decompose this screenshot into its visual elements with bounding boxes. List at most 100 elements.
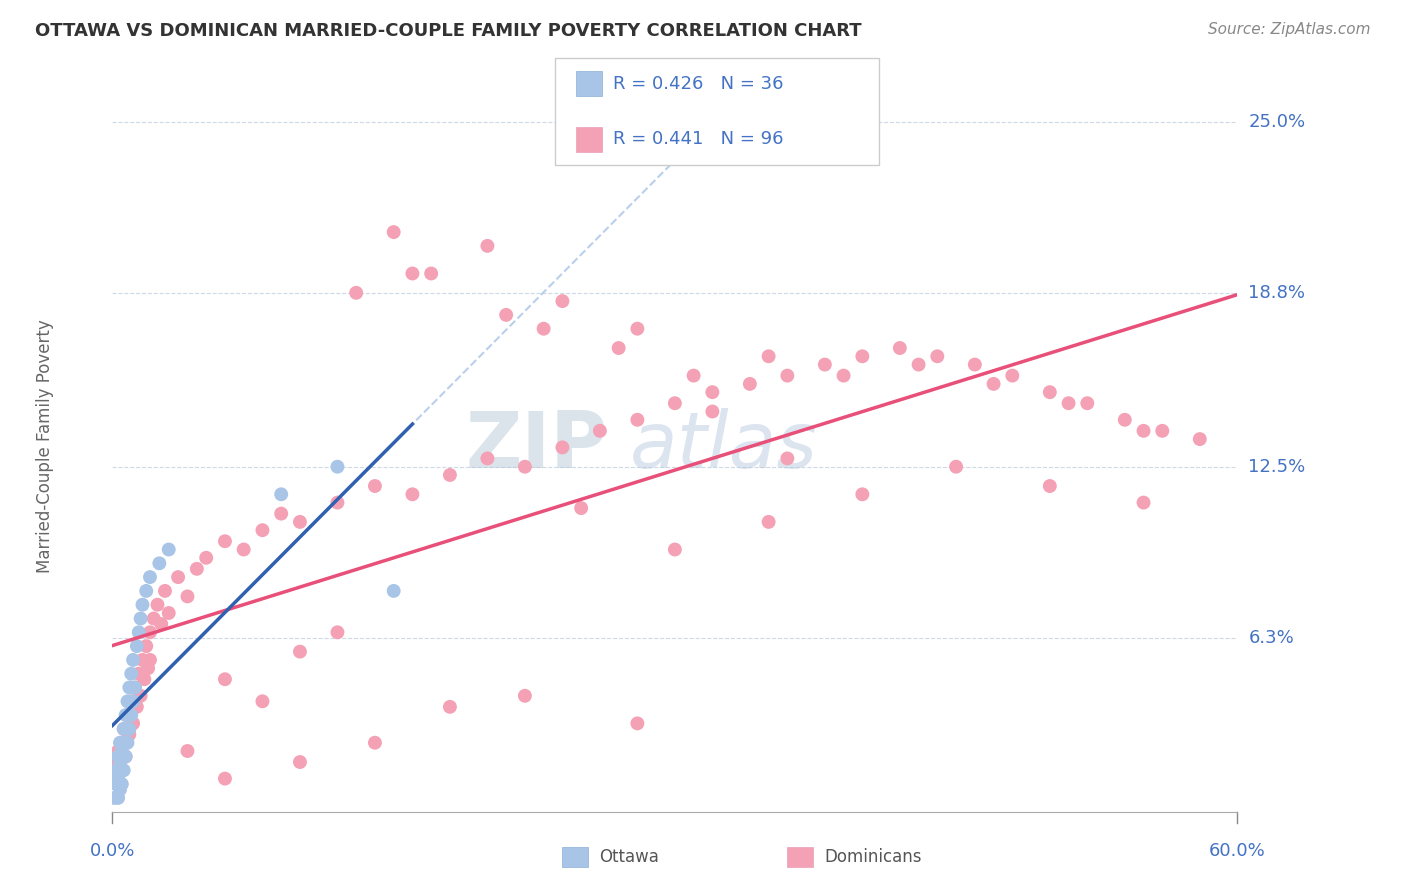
- Point: [139, 653, 162, 667]
- Point: [120, 708, 142, 723]
- Point: [477, 451, 499, 466]
- Point: [107, 791, 129, 805]
- Point: [569, 501, 592, 516]
- Point: [851, 349, 873, 363]
- Point: [983, 376, 1005, 391]
- Point: [195, 550, 218, 565]
- Point: [326, 495, 349, 509]
- Point: [108, 755, 131, 769]
- Point: [1132, 495, 1154, 509]
- Text: ZIP: ZIP: [465, 408, 607, 484]
- Point: [111, 744, 134, 758]
- Point: [129, 689, 152, 703]
- Point: [108, 736, 131, 750]
- Point: [117, 708, 139, 723]
- Point: [112, 722, 135, 736]
- Point: [150, 617, 173, 632]
- Point: [112, 764, 135, 778]
- Point: [125, 699, 148, 714]
- Point: [702, 385, 724, 400]
- Point: [148, 557, 170, 571]
- Point: [907, 358, 929, 372]
- Point: [364, 479, 387, 493]
- Point: [758, 515, 780, 529]
- Point: [927, 349, 949, 363]
- Point: [626, 716, 648, 731]
- Point: [664, 542, 686, 557]
- Point: [136, 661, 159, 675]
- Point: [107, 772, 129, 786]
- Point: [832, 368, 855, 383]
- Point: [1152, 424, 1174, 438]
- Point: [702, 404, 724, 418]
- Point: [1057, 396, 1080, 410]
- Point: [139, 625, 162, 640]
- Point: [129, 611, 152, 625]
- Text: Ottawa: Ottawa: [599, 848, 659, 866]
- Point: [477, 239, 499, 253]
- Point: [1132, 424, 1154, 438]
- Point: [551, 294, 574, 309]
- Point: [1039, 385, 1062, 400]
- Point: [125, 639, 148, 653]
- Point: [118, 681, 141, 695]
- Point: [157, 542, 180, 557]
- Text: 18.8%: 18.8%: [1249, 284, 1305, 301]
- Point: [963, 358, 986, 372]
- Point: [118, 722, 141, 736]
- Point: [1001, 368, 1024, 383]
- Text: Dominicans: Dominicans: [824, 848, 921, 866]
- Point: [1076, 396, 1098, 410]
- Point: [114, 708, 136, 723]
- Point: [682, 368, 704, 383]
- Point: [382, 225, 405, 239]
- Text: 6.3%: 6.3%: [1249, 629, 1294, 647]
- Point: [589, 424, 612, 438]
- Text: 0.0%: 0.0%: [90, 842, 135, 860]
- Point: [124, 681, 146, 695]
- Point: [326, 625, 349, 640]
- Point: [111, 777, 134, 791]
- Text: Married-Couple Family Poverty: Married-Couple Family Poverty: [37, 319, 53, 573]
- Point: [157, 606, 180, 620]
- Point: [626, 413, 648, 427]
- Point: [176, 590, 198, 604]
- Text: atlas: atlas: [630, 408, 818, 484]
- Point: [146, 598, 169, 612]
- Point: [120, 694, 142, 708]
- Point: [364, 736, 387, 750]
- Point: [945, 459, 967, 474]
- Point: [326, 459, 349, 474]
- Point: [252, 523, 274, 537]
- Point: [112, 722, 135, 736]
- Point: [167, 570, 190, 584]
- Point: [139, 570, 162, 584]
- Point: [122, 694, 145, 708]
- Point: [214, 772, 236, 786]
- Point: [1188, 432, 1211, 446]
- Text: R = 0.441   N = 96: R = 0.441 N = 96: [613, 130, 783, 148]
- Point: [135, 639, 157, 653]
- Point: [128, 666, 150, 681]
- Point: [112, 736, 135, 750]
- Point: [103, 791, 125, 805]
- Point: [851, 487, 873, 501]
- Point: [738, 376, 761, 391]
- Point: [776, 368, 799, 383]
- Point: [758, 349, 780, 363]
- Point: [108, 782, 131, 797]
- Point: [776, 451, 799, 466]
- Point: [176, 744, 198, 758]
- Point: [401, 487, 423, 501]
- Point: [108, 764, 131, 778]
- Point: [105, 764, 128, 778]
- Point: [118, 727, 141, 741]
- Point: [513, 459, 536, 474]
- Point: [288, 515, 311, 529]
- Text: 12.5%: 12.5%: [1249, 458, 1306, 475]
- Point: [439, 699, 461, 714]
- Text: 25.0%: 25.0%: [1249, 112, 1306, 131]
- Point: [439, 467, 461, 482]
- Point: [131, 598, 153, 612]
- Point: [122, 716, 145, 731]
